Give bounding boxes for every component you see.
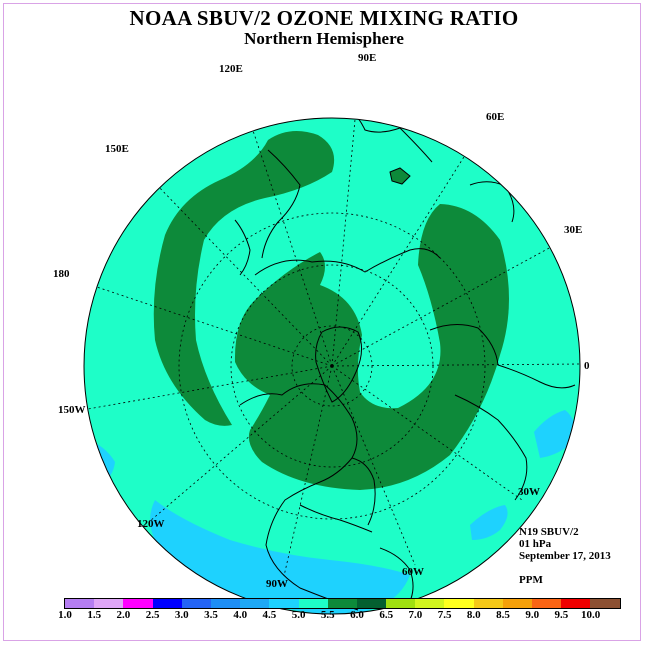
coast-eurasia-north xyxy=(254,248,441,276)
colorbar-tick-label: 8.5 xyxy=(496,609,510,621)
colorbar-swatch xyxy=(327,599,357,608)
latitude-circle-40 xyxy=(178,212,486,520)
coast-greenland xyxy=(315,326,362,403)
colorbar-swatch xyxy=(444,599,474,608)
meridian-90w xyxy=(283,365,333,577)
colorbar-tick-label: 7.5 xyxy=(437,609,452,621)
lon-label-30w: 30W xyxy=(518,486,540,498)
colorbar-swatch xyxy=(269,599,299,608)
lon-label-150e: 150E xyxy=(105,143,129,155)
meridian-180 xyxy=(84,279,333,367)
figure-frame xyxy=(3,3,641,641)
lon-label-60e: 60E xyxy=(486,111,505,123)
lon-label-0: 0 xyxy=(584,360,590,372)
colorbar-tick-label: 1.5 xyxy=(87,609,102,621)
observation-date: September 17, 2013 xyxy=(519,550,611,562)
meridian-90e xyxy=(331,118,361,367)
lon-label-90w: 90W xyxy=(266,578,288,590)
ozone-patch-4-0-bottom-right xyxy=(470,505,508,540)
colorbar-swatch xyxy=(532,599,562,608)
meridian-150w xyxy=(87,365,333,410)
units-label: PPM xyxy=(519,574,543,586)
pressure-level: 01 hPa xyxy=(519,538,552,550)
map-subtitle: Northern Hemisphere xyxy=(244,29,404,48)
latitude-circle-80 xyxy=(291,325,373,407)
coast-east-asia xyxy=(261,149,301,259)
lon-label-180: 180 xyxy=(53,268,70,280)
colorbar-swatch xyxy=(502,599,532,608)
colorbar-swatch xyxy=(356,599,387,608)
colorbar-swatch xyxy=(240,599,270,608)
meridian-60e xyxy=(331,121,487,367)
coast-asia-east xyxy=(331,118,433,163)
colorbar-swatch xyxy=(210,599,241,608)
meridian-30w xyxy=(331,365,523,501)
lon-label-30e: 30E xyxy=(564,224,583,236)
colorbar-tick-label: 6.0 xyxy=(350,609,364,621)
colorbar-swatch xyxy=(123,599,153,608)
colorbar-swatch xyxy=(473,599,503,608)
instrument-label: N19 SBUV/2 xyxy=(519,526,579,538)
colorbar-tick-label: 5.5 xyxy=(320,609,335,621)
lon-label-90e: 90E xyxy=(358,52,377,64)
coast-japan xyxy=(234,219,251,276)
colorbar-swatch xyxy=(386,599,416,608)
colorbar-tick-label: 3.5 xyxy=(204,609,218,621)
lon-label-120e: 120E xyxy=(219,63,243,75)
meridian-30e xyxy=(331,239,565,367)
colorbar-swatch xyxy=(152,599,182,608)
map-title: NOAA SBUV/2 OZONE MIXING RATIO xyxy=(129,6,519,30)
colorbar-tick-label: 8.0 xyxy=(466,609,481,621)
colorbar-tick-label: 4.5 xyxy=(262,609,277,621)
colorbar-tick-label: 5.0 xyxy=(291,609,306,621)
coast-africa xyxy=(454,394,528,501)
ozone-band-5-0-central xyxy=(234,204,510,490)
colorbar-swatch xyxy=(561,599,591,608)
colorbar-tick-label: 9.5 xyxy=(554,609,569,621)
lon-label-150w: 150W xyxy=(58,404,86,416)
colorbar-tick-label: 6.5 xyxy=(379,609,394,621)
colorbar-swatch xyxy=(181,599,211,608)
colorbar-tick-label: 2.5 xyxy=(145,609,160,621)
coast-central-america xyxy=(299,504,373,533)
island-north xyxy=(389,167,411,185)
colorbar-swatch xyxy=(590,599,620,608)
latitude-circle-60 xyxy=(230,264,434,468)
map-boundary xyxy=(83,117,581,615)
colorbar-tick-label: 2.0 xyxy=(116,609,131,621)
lon-label-60w: 60W xyxy=(402,566,424,578)
colorbar-tick-label: 4.0 xyxy=(233,609,248,621)
ozone-band-5-0-west xyxy=(153,131,335,426)
colorbar-tick-label: 10.0 xyxy=(580,609,601,621)
meridian-0 xyxy=(331,363,580,367)
colorbar-tick-label: 3.0 xyxy=(174,609,189,621)
colorbar-tick-label: 1.0 xyxy=(58,609,72,621)
colorbar-swatch xyxy=(65,599,95,608)
graticule xyxy=(84,118,580,577)
colorbar-tick-label: 9.0 xyxy=(525,609,540,621)
colorbar-tick-label: 7.0 xyxy=(408,609,423,621)
colorbar-swatch xyxy=(298,599,328,608)
colorbar-swatch xyxy=(415,599,445,608)
lon-label-120w: 120W xyxy=(137,518,165,530)
coast-north-america xyxy=(239,383,376,611)
ozone-patch-4-0-right xyxy=(534,410,576,458)
meridian-60w xyxy=(331,365,416,566)
colorbar-swatch xyxy=(94,599,124,608)
colorbar xyxy=(64,598,621,609)
